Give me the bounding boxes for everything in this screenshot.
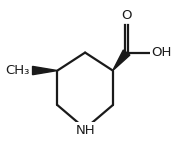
Text: OH: OH	[151, 46, 171, 59]
Text: CH₃: CH₃	[5, 64, 30, 77]
Polygon shape	[113, 50, 130, 71]
Polygon shape	[33, 66, 57, 75]
Text: O: O	[121, 9, 132, 22]
Text: NH: NH	[75, 124, 95, 136]
